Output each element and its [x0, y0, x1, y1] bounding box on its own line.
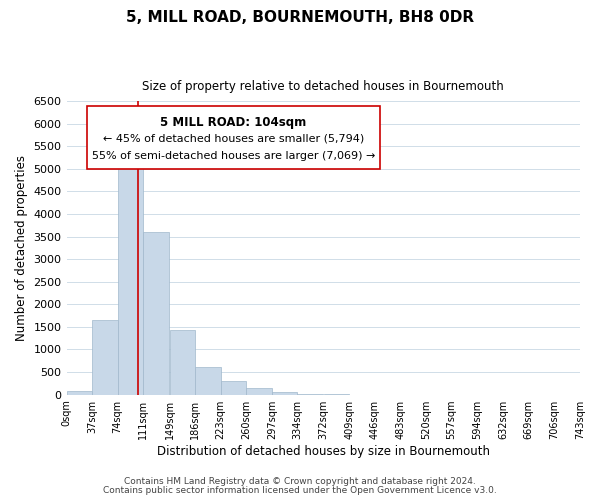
Bar: [92, 320, 118, 394]
Bar: [221, 381, 246, 394]
Bar: [67, 392, 92, 394]
Bar: [118, 165, 143, 394]
Text: ← 45% of detached houses are smaller (5,794): ← 45% of detached houses are smaller (5,…: [103, 134, 364, 143]
Title: Size of property relative to detached houses in Bournemouth: Size of property relative to detached ho…: [142, 80, 504, 93]
Text: Contains public sector information licensed under the Open Government Licence v3: Contains public sector information licen…: [103, 486, 497, 495]
Bar: [246, 388, 272, 394]
Bar: [143, 232, 169, 394]
X-axis label: Distribution of detached houses by size in Bournemouth: Distribution of detached houses by size …: [157, 444, 490, 458]
Text: 5, MILL ROAD, BOURNEMOUTH, BH8 0DR: 5, MILL ROAD, BOURNEMOUTH, BH8 0DR: [126, 10, 474, 25]
Y-axis label: Number of detached properties: Number of detached properties: [15, 155, 28, 341]
FancyBboxPatch shape: [87, 106, 380, 168]
Bar: [170, 330, 195, 394]
Bar: [195, 367, 221, 394]
Text: 55% of semi-detached houses are larger (7,069) →: 55% of semi-detached houses are larger (…: [92, 151, 375, 161]
Bar: [272, 392, 298, 394]
Text: 5 MILL ROAD: 104sqm: 5 MILL ROAD: 104sqm: [160, 116, 307, 129]
Text: Contains HM Land Registry data © Crown copyright and database right 2024.: Contains HM Land Registry data © Crown c…: [124, 477, 476, 486]
